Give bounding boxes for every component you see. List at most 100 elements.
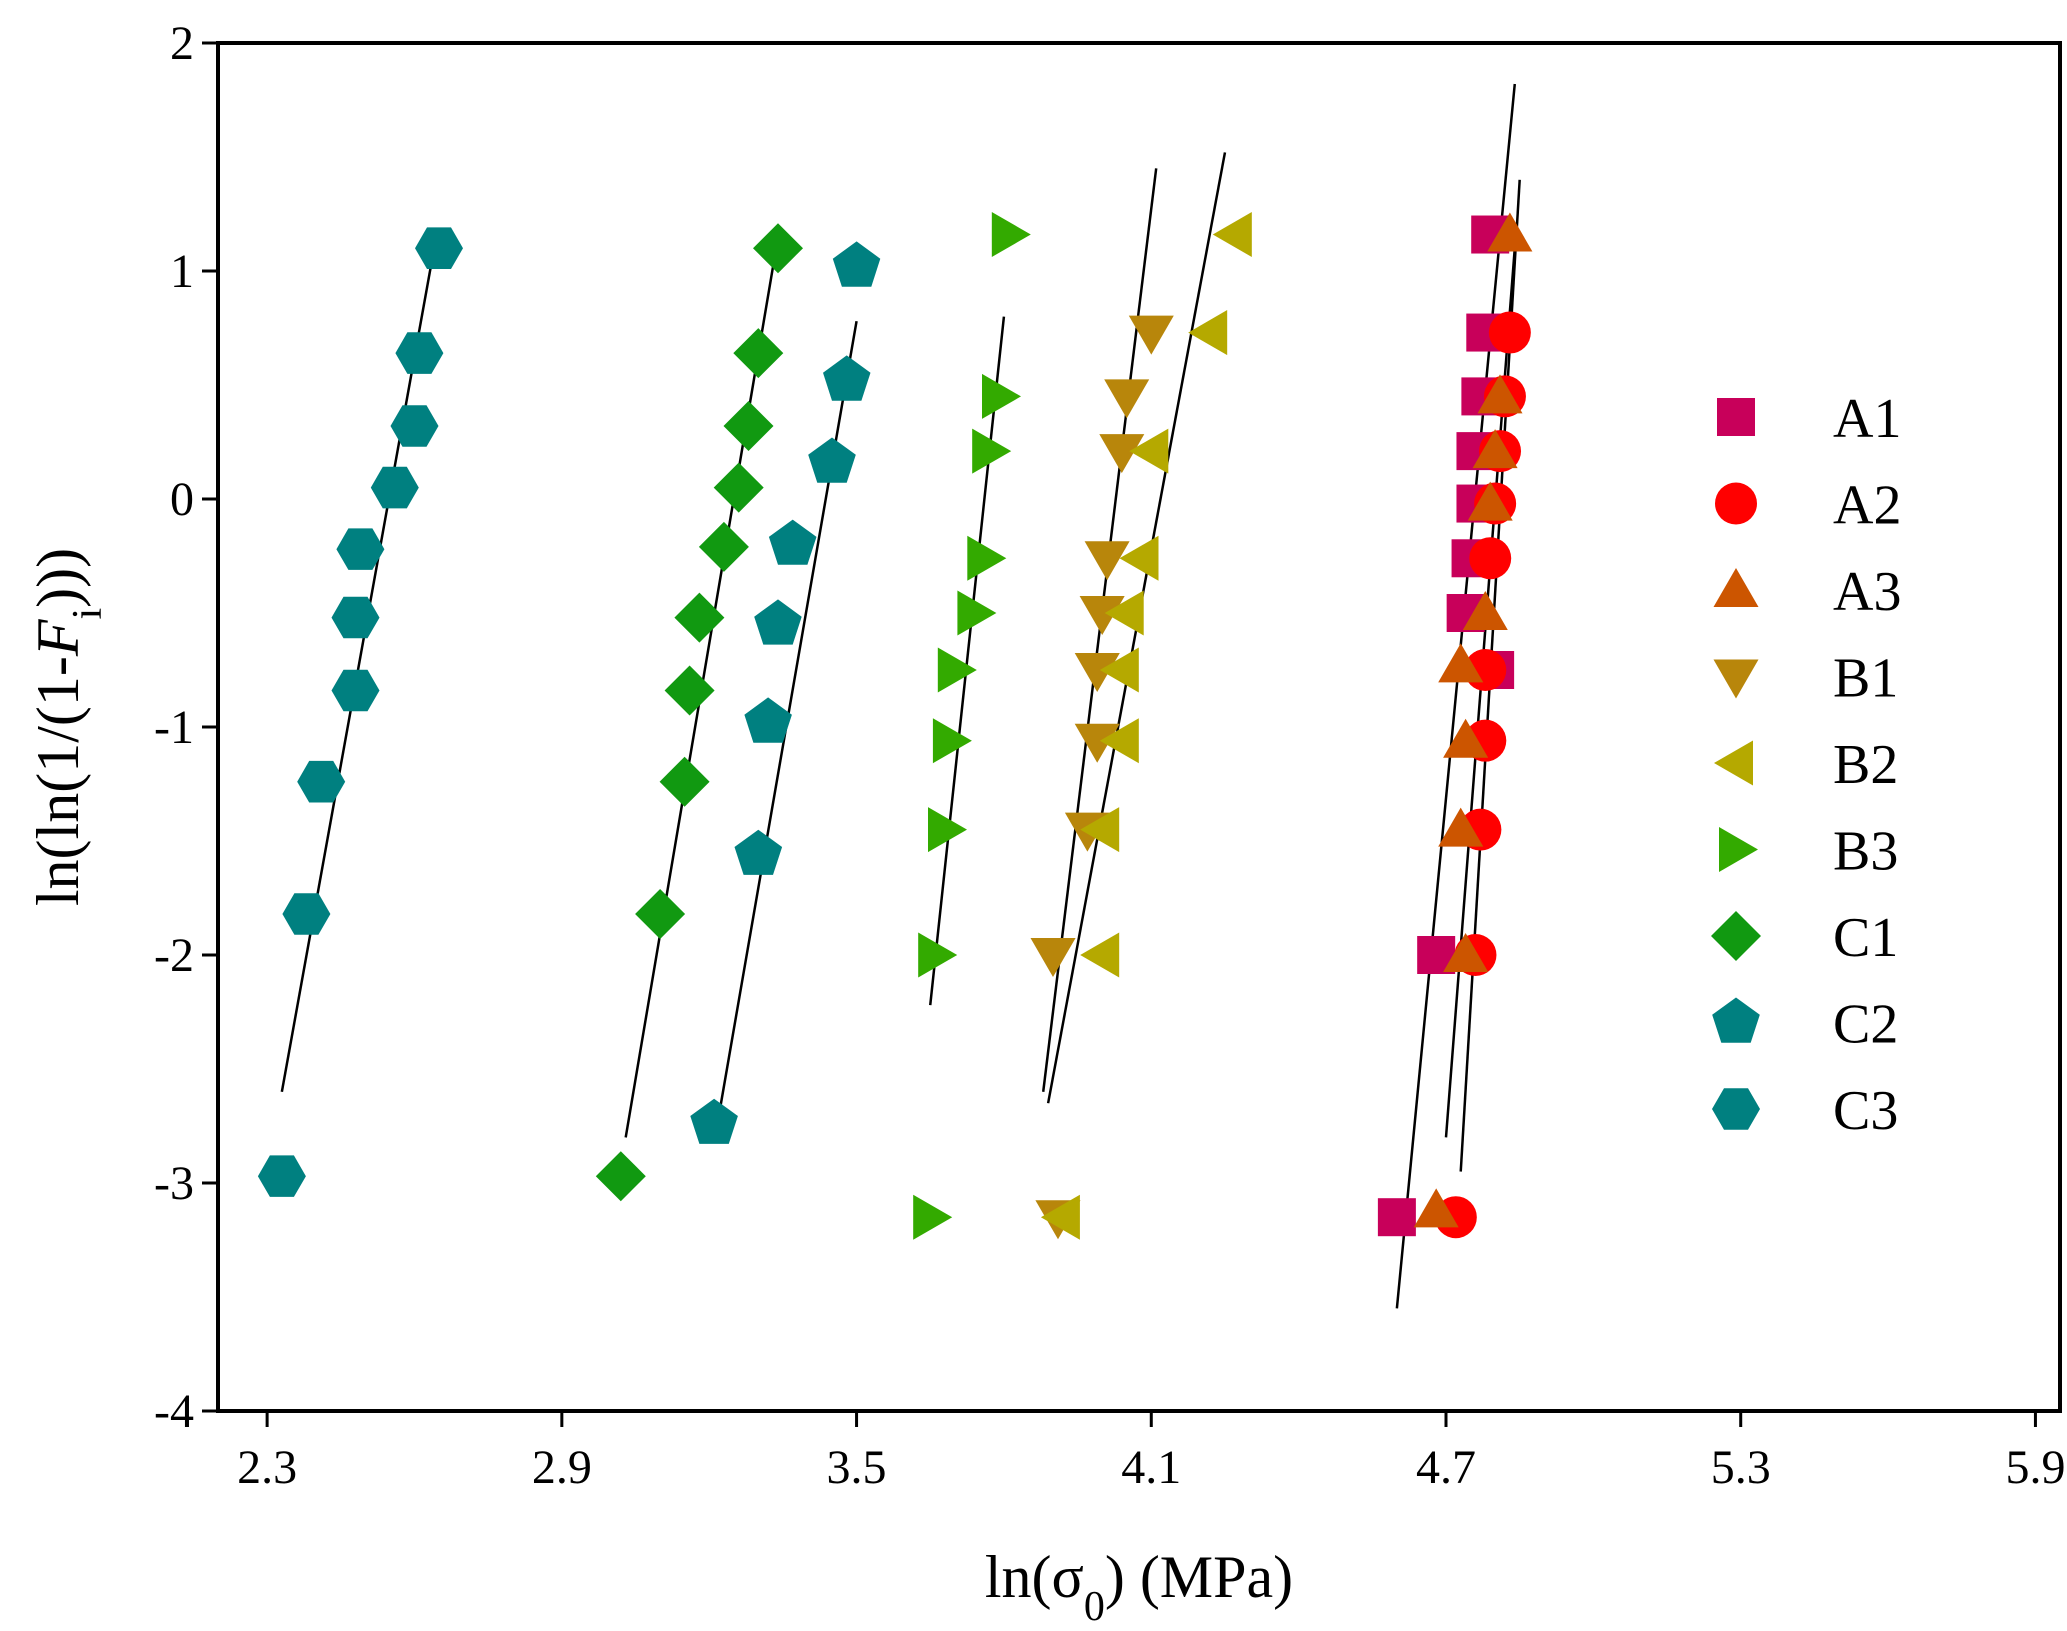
legend-marker-a1 — [1717, 398, 1755, 436]
point-c1 — [595, 1151, 646, 1202]
y-tick-label: 0 — [170, 473, 194, 526]
data-markers — [257, 212, 1533, 1240]
legend-marker-b3 — [1719, 827, 1758, 872]
point-b1 — [1074, 723, 1120, 763]
point-b3 — [967, 535, 1007, 581]
axis-ticks: 2.3 2.9 3.5 4.1 4.7 5.3 5.9 -4 -3 -2 -1 0 1 2 — [154, 17, 2065, 1494]
point-a3 — [1462, 591, 1508, 630]
point-c1 — [733, 328, 784, 379]
y-tick-label: -4 — [154, 1385, 194, 1438]
x-axis-title: ln(σ0) (MPa) — [985, 1544, 1293, 1630]
legend-label-a1: A1 — [1833, 388, 1901, 450]
point-b2 — [1129, 428, 1169, 474]
point-b2 — [1099, 647, 1139, 693]
point-c3 — [336, 528, 385, 570]
y-tick-label: -1 — [154, 701, 194, 754]
point-c1 — [664, 665, 715, 716]
point-c2 — [754, 599, 802, 645]
point-c1 — [635, 889, 686, 939]
point-b2 — [1080, 932, 1120, 978]
point-c1 — [659, 756, 710, 807]
point-c3 — [297, 760, 346, 803]
point-b2 — [1104, 590, 1144, 636]
x-tick-label: 5.9 — [2005, 1441, 2065, 1494]
point-c2 — [768, 519, 817, 565]
point-a2 — [1469, 537, 1512, 580]
fit-line-a1 — [1395, 83, 1517, 1309]
legend-label-a2: A2 — [1833, 475, 1901, 537]
y-tick-label: 2 — [170, 17, 194, 70]
point-b3 — [957, 590, 997, 636]
y-tick-label: -2 — [154, 929, 194, 982]
point-b3 — [991, 212, 1031, 257]
point-b3 — [928, 807, 967, 853]
point-c1 — [723, 401, 774, 451]
point-b3 — [937, 647, 977, 693]
point-c3 — [331, 669, 380, 712]
point-a3 — [1438, 807, 1484, 847]
point-b1 — [1128, 315, 1174, 355]
legend-label-b3: B3 — [1833, 821, 1898, 883]
point-a3 — [1443, 933, 1489, 972]
point-c3 — [390, 405, 439, 447]
point-a3 — [1438, 643, 1484, 683]
point-b2 — [1099, 718, 1139, 764]
point-c2 — [690, 1098, 738, 1144]
point-c2 — [808, 437, 856, 483]
legend: A1 A2 A3 B1 B2 B3 C1 C2 C3 — [1711, 388, 1901, 1142]
point-a3 — [1487, 212, 1533, 252]
point-c3 — [415, 227, 463, 269]
point-b3 — [972, 428, 1012, 474]
point-b2 — [1040, 1194, 1080, 1240]
point-b1 — [1084, 541, 1130, 581]
point-b2 — [1119, 535, 1159, 581]
point-c2 — [823, 355, 871, 401]
point-b1 — [1104, 379, 1150, 419]
point-c1 — [674, 592, 725, 643]
point-b3 — [982, 373, 1021, 419]
y-tick-label: 1 — [170, 245, 194, 298]
y-tick-label: -3 — [154, 1157, 194, 1210]
point-b1 — [1074, 653, 1120, 692]
point-b1 — [1099, 434, 1145, 474]
point-a3 — [1443, 718, 1489, 758]
x-tick-label: 4.1 — [1121, 1441, 1181, 1494]
x-tick-label: 2.9 — [532, 1441, 592, 1494]
point-c3 — [331, 596, 380, 639]
point-c1 — [713, 462, 764, 513]
legend-marker-c1 — [1711, 911, 1761, 961]
x-tick-label: 5.3 — [1711, 1441, 1771, 1494]
point-a3 — [1477, 374, 1523, 414]
point-b2 — [1212, 212, 1252, 257]
legend-marker-a3 — [1713, 568, 1759, 607]
point-c2 — [734, 829, 783, 875]
legend-label-c2: C2 — [1833, 994, 1898, 1056]
legend-label-b1: B1 — [1833, 648, 1898, 710]
legend-label-c3: C3 — [1833, 1080, 1898, 1142]
point-c2 — [832, 241, 881, 287]
point-b3 — [918, 932, 958, 978]
x-tick-label: 4.7 — [1416, 1441, 1476, 1494]
point-b2 — [1080, 807, 1120, 853]
legend-label-b2: B2 — [1833, 734, 1898, 796]
x-tick-label: 2.3 — [237, 1441, 297, 1494]
point-a2 — [1488, 311, 1531, 354]
point-a1 — [1377, 1198, 1416, 1237]
point-b3 — [913, 1194, 953, 1240]
point-c3 — [395, 332, 444, 374]
point-b3 — [932, 718, 972, 764]
point-b1 — [1030, 938, 1076, 977]
point-b1 — [1079, 596, 1125, 635]
point-c1 — [753, 223, 803, 274]
point-c2 — [744, 697, 792, 743]
point-a3 — [1413, 1188, 1459, 1228]
point-c3 — [282, 893, 331, 935]
point-c3 — [370, 466, 419, 509]
point-a3 — [1467, 481, 1513, 521]
point-c1 — [698, 521, 749, 572]
x-tick-label: 3.5 — [827, 1441, 887, 1494]
legend-marker-b1 — [1713, 659, 1759, 699]
point-b2 — [1188, 310, 1228, 356]
